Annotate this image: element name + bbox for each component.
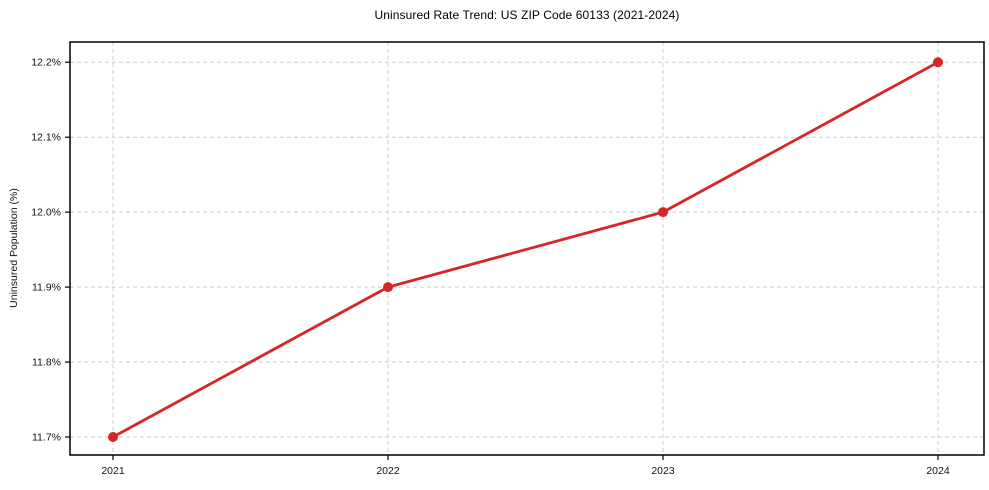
y-tick-label: 12.2% — [31, 57, 61, 69]
x-tick-label: 2022 — [376, 465, 400, 477]
plot-border — [69, 41, 985, 456]
x-tick-label: 2021 — [101, 465, 125, 477]
data-point — [933, 57, 943, 68]
data-point — [383, 282, 393, 293]
x-tick-label: 2024 — [926, 465, 950, 477]
chart-title: Uninsured Rate Trend: US ZIP Code 60133 … — [374, 8, 680, 22]
trend-line — [111, 60, 940, 439]
y-axis-label: Uninsured Population (%) — [8, 188, 20, 308]
y-tick-label: 11.9% — [32, 282, 61, 294]
data-point — [108, 432, 118, 443]
x-tick-label: 2023 — [651, 465, 675, 477]
y-tick-label: 11.8% — [32, 357, 61, 369]
y-tick-label: 12.0% — [31, 207, 61, 219]
y-tick-label: 11.7% — [32, 432, 61, 444]
data-point — [658, 207, 668, 218]
y-tick-label: 12.1% — [31, 132, 61, 144]
